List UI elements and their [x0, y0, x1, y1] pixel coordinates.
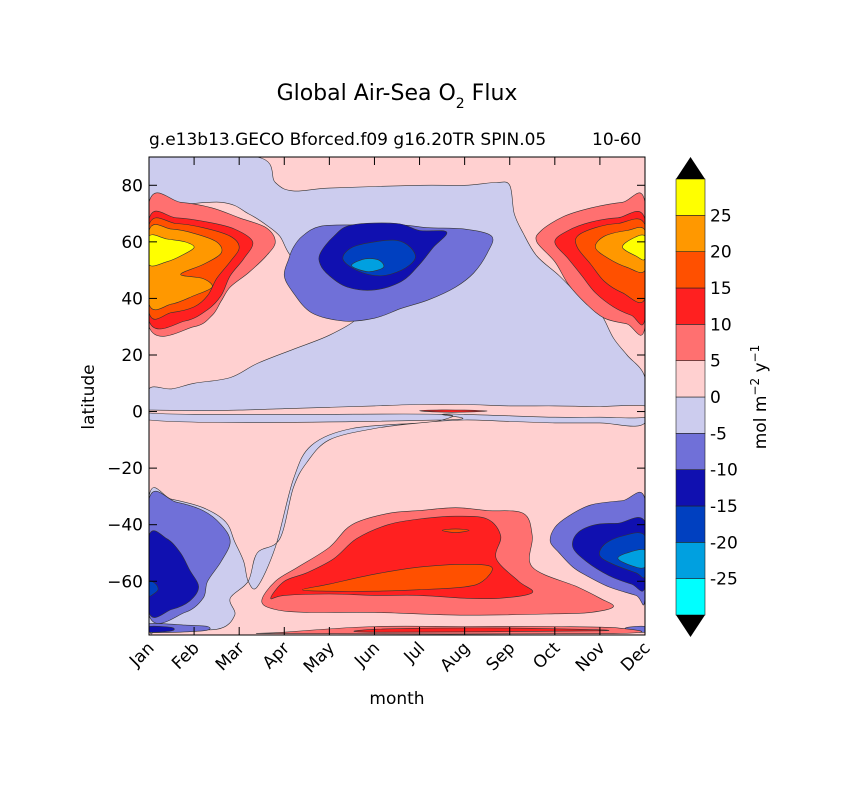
- plot-area: [149, 157, 645, 635]
- colorbar-tick-label: -10: [710, 461, 738, 481]
- contour-region: [149, 580, 159, 597]
- colorbar-swatch: [675, 215, 706, 252]
- chart-subtitle: g.e13b13.GECO Bforced.f09 g16.20TR SPIN.…: [149, 130, 546, 150]
- x-tick-label: Apr: [259, 638, 294, 673]
- contour-fills: [149, 157, 645, 635]
- colorbar-label: mol m−2 y−1: [748, 345, 771, 450]
- x-axis-label: month: [369, 689, 424, 709]
- colorbar-tick-label: 10: [710, 315, 732, 335]
- colorbar-swatch: [675, 251, 706, 289]
- chart-subtitle-overlay: 10-60: [592, 130, 641, 150]
- x-tick-label: Dec: [617, 638, 654, 675]
- y-axis-ticks: 80 60 40 20 0 −20 −40 −60: [107, 176, 645, 592]
- contour-region: [149, 234, 195, 267]
- colorbar-tick-label: 20: [710, 243, 732, 263]
- colorbar: 25 20 15 10 5 0 -5 -10 -15 -20 -25: [675, 157, 738, 637]
- y-axis-label: latitude: [79, 364, 99, 429]
- svg-text:Global Air-Sea O2 Flux: Global Air-Sea O2 Flux: [277, 81, 518, 112]
- colorbar-tick-label: -25: [710, 570, 738, 590]
- x-tick-label: Nov: [572, 638, 610, 676]
- colorbar-swatch: [675, 542, 706, 579]
- colorbar-tick-label: 5: [710, 352, 721, 372]
- x-tick-label: Jul: [400, 638, 429, 667]
- x-tick-label: Mar: [212, 638, 249, 675]
- colorbar-swatch: [675, 360, 706, 398]
- colorbar-tick-label: 15: [710, 279, 732, 299]
- contour-region: [149, 530, 199, 618]
- x-tick-label: Jan: [125, 638, 158, 671]
- contour-region: [301, 563, 493, 592]
- plot-frame: [148, 156, 646, 636]
- y-tick-label: 20: [121, 346, 143, 366]
- colorbar-swatch: [675, 433, 706, 470]
- colorbar-swatch: [675, 505, 706, 543]
- contour-region: [622, 234, 645, 261]
- colorbar-extend-under: [676, 615, 705, 637]
- contour-region: [149, 157, 645, 635]
- x-tick-label: May: [300, 638, 339, 677]
- x-tick-label: Sep: [482, 638, 519, 675]
- y-tick-label: 80: [121, 176, 143, 196]
- colorbar-swatch: [675, 287, 706, 325]
- colorbar-extend-over: [676, 157, 705, 179]
- x-tick-label: Oct: [529, 638, 564, 673]
- y-tick-label: −60: [107, 572, 143, 592]
- x-tick-label: Aug: [437, 638, 475, 676]
- y-tick-label: 60: [121, 233, 143, 253]
- y-tick-label: −20: [107, 459, 143, 479]
- contour-region: [419, 409, 488, 413]
- colorbar-swatch: [675, 469, 706, 507]
- x-tick-label: Feb: [168, 638, 203, 673]
- x-tick-label: Jun: [350, 638, 384, 672]
- colorbar-swatch: [675, 178, 706, 216]
- colorbar-swatch: [675, 324, 706, 361]
- chart-title: Global Air-Sea O2 Flux: [277, 81, 518, 112]
- y-tick-label: 0: [132, 403, 143, 423]
- y-tick-label: 40: [121, 289, 143, 309]
- contour-region: [351, 258, 385, 272]
- colorbar-tick-label: -5: [710, 424, 727, 444]
- colorbar-tick-label: 0: [710, 388, 721, 408]
- contour-region: [617, 549, 645, 569]
- y-tick-label: −40: [107, 516, 143, 536]
- contour-region: [149, 625, 175, 633]
- contour-region: [441, 528, 470, 533]
- colorbar-swatch: [675, 578, 706, 616]
- colorbar-tick-label: -20: [710, 533, 738, 553]
- colorbar-tick-label: -15: [710, 497, 738, 517]
- colorbar-swatch: [675, 396, 706, 434]
- colorbar-tick-label: 25: [710, 206, 732, 226]
